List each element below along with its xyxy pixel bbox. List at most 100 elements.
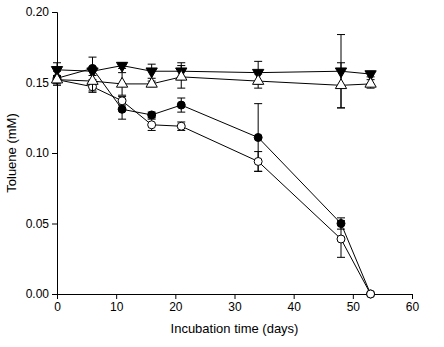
marker [337,235,345,243]
error-bar-cap [177,65,185,66]
chart-svg: 0 10 20 30 40 50 60 0.00 0.05 0.10 0.15 0.20 Incubat… [0,0,444,347]
y-axis-title: Toluene (mM) [4,113,19,192]
x-axis-title: Incubation time (days) [171,321,299,336]
error-bar [254,152,262,172]
marker [148,121,156,129]
error-bar-cap [177,62,185,63]
y-tick-mark [52,294,57,295]
error-bar-cap [254,103,262,104]
marker [254,134,262,142]
error-bar-cap [118,95,126,96]
error-bar [148,119,156,130]
series [51,63,376,108]
x-tick-label: 10 [110,300,124,314]
marker [177,101,185,109]
error-bar-cap [337,107,345,108]
series-line [57,77,371,85]
x-tick: 0 [54,294,61,314]
y-tick: 0.00 [26,287,57,301]
x-tick: 30 [228,294,242,314]
error-bar-cap [337,217,345,218]
marker [146,68,157,78]
x-tick-mark [353,294,354,299]
marker [148,111,156,119]
x-axis-line [58,295,413,300]
error-bar-cap [254,151,262,152]
error-bar-cap [254,88,262,89]
y-tick: 0.05 [26,217,57,231]
chart-container: 0 10 20 30 40 50 60 0.00 0.05 0.10 0.15 0.20 Incubat… [0,0,444,347]
y-tick-label: 0.05 [26,217,50,231]
x-tick: 20 [169,294,183,314]
error-bar-cap [118,119,126,120]
error-bar-cap [148,130,156,131]
x-tick: 60 [406,294,420,314]
y-tick-label: 0.15 [26,76,50,90]
error-bar-cap [118,72,126,73]
series-line [57,66,371,74]
error-bar-cap [89,69,97,70]
marker [335,79,346,89]
y-tick-mark [52,224,57,225]
marker [146,77,157,87]
marker [118,97,126,105]
x-tick-label: 20 [169,300,183,314]
x-tick-mark [294,294,295,299]
x-tick: 40 [287,294,301,314]
y-tick-mark [52,153,57,154]
y-tick: 0.20 [26,5,57,19]
error-bar-cap [89,66,97,67]
error-bar-cap [337,107,345,108]
marker [254,157,262,165]
error-bar-cap [89,92,97,93]
error-bar-cap [53,85,61,86]
error-bar-cap [367,88,375,89]
x-tick-mark [412,294,413,299]
x-axis: 0 10 20 30 40 50 60 [54,294,419,314]
marker [177,122,185,130]
y-tick-label: 0.00 [26,287,50,301]
marker [176,70,187,80]
error-bar-stem [341,35,342,108]
error-bar [254,104,262,172]
marker [367,290,375,298]
error-bar-cap [337,257,345,258]
error-bar-cap [89,57,97,58]
x-tick-mark [116,294,117,299]
x-tick: 10 [110,294,124,314]
marker [116,77,127,87]
x-tick-mark [175,294,176,299]
error-bar-cap [148,64,156,65]
y-tick-label: 0.20 [26,5,50,19]
error-bar-cap [254,171,262,172]
error-bar-cap [148,119,156,120]
error-bar [177,122,185,130]
error-bar-cap [254,61,262,62]
x-tick: 50 [347,294,361,314]
marker [116,62,127,72]
marker [118,105,126,113]
error-bar-cap [337,62,345,63]
plot: 0 10 20 30 40 50 60 0.00 0.05 0.10 0.15 0.20 [26,5,420,313]
marker [367,290,375,298]
error-bar-cap [53,62,61,63]
x-tick-label: 40 [287,300,301,314]
x-tick-label: 0 [54,300,61,314]
series [53,57,375,298]
series-line [57,68,371,294]
error-bar-cap [337,34,345,35]
data-layer [51,35,376,298]
error-bar-cap [254,171,262,172]
error-bar [118,97,126,105]
marker [87,75,98,85]
x-tick-label: 60 [406,300,420,314]
y-tick-mark [52,12,57,13]
series [51,35,376,108]
y-tick-label: 0.10 [26,146,50,160]
error-bar-cap [337,220,345,221]
y-tick: 0.10 [26,146,57,160]
error-bar-cap [177,88,185,89]
x-tick-label: 50 [347,300,361,314]
x-tick-mark [235,294,236,299]
error-bar [177,98,185,112]
